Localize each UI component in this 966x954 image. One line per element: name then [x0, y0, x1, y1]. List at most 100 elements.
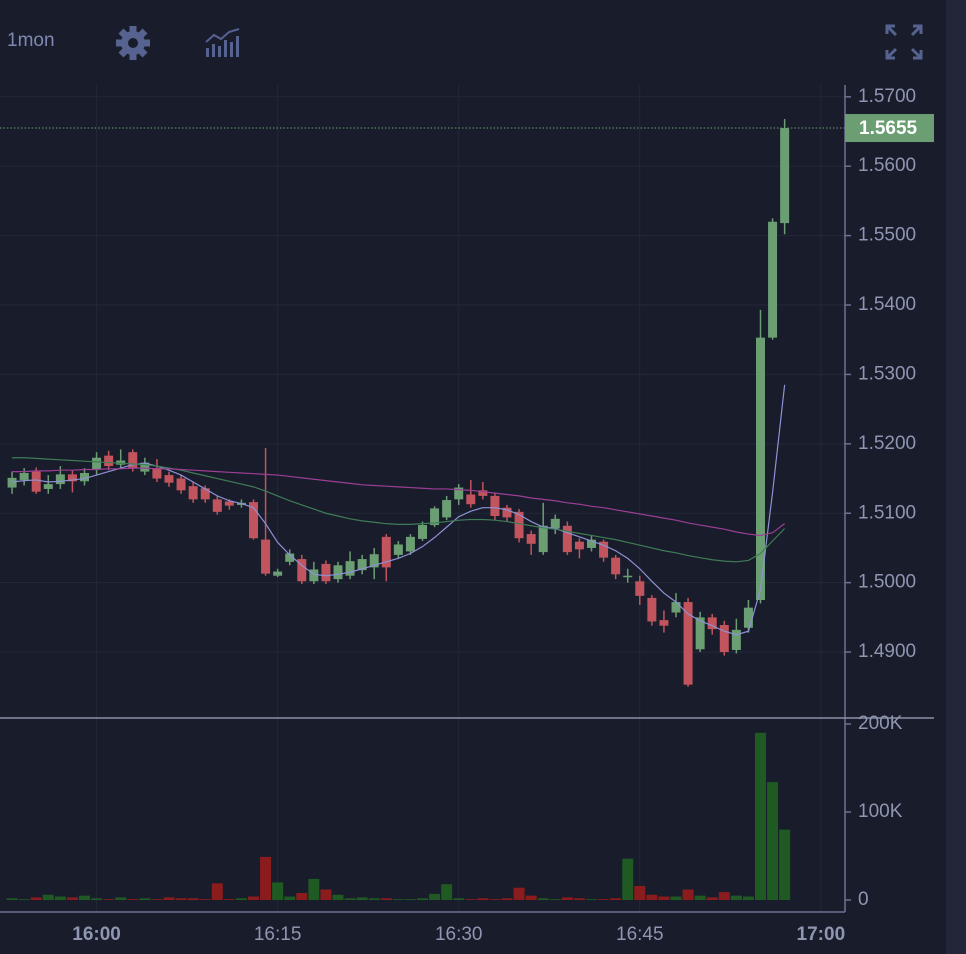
volume-bar — [66, 897, 78, 901]
volume-bar — [127, 899, 139, 901]
candle-body — [623, 575, 633, 578]
candle-body — [80, 472, 89, 482]
volume-bar — [6, 898, 18, 901]
candle-body — [430, 508, 440, 526]
y-tick-label: 1.5600 — [858, 155, 916, 176]
volume-bar — [646, 894, 658, 901]
last-price-label: 1.5655 — [859, 118, 918, 139]
settings-icon[interactable] — [116, 26, 150, 60]
candle-body — [768, 221, 778, 338]
candle-body — [707, 617, 717, 630]
candle-body — [502, 507, 512, 518]
volume-bar — [561, 897, 573, 901]
candle-body — [611, 557, 621, 575]
volume-bar — [573, 898, 585, 901]
candle-body — [309, 569, 319, 582]
volume-bar — [332, 894, 344, 901]
volume-bar — [501, 898, 513, 901]
y-tick-label: 200K — [858, 713, 903, 734]
volume-bar — [260, 856, 272, 901]
y-tick-label: 1.5400 — [858, 294, 916, 315]
volume-bar — [344, 898, 356, 901]
candle-body — [212, 499, 222, 512]
y-tick-label: 1.5200 — [858, 433, 916, 454]
volume-bar — [429, 893, 441, 901]
volume-bar — [79, 895, 90, 901]
volume-bar — [634, 885, 646, 901]
volume-bar — [598, 899, 610, 901]
candle-body — [92, 457, 102, 470]
candle-body — [405, 536, 415, 552]
volume-bar — [248, 896, 259, 901]
volume-bar — [742, 896, 754, 901]
candle-body — [55, 474, 65, 485]
labels: 16:00 16:15 16:30 16:45 17:00 1.4900 1.5000 1.5… — [72, 86, 934, 945]
candle-body — [357, 559, 367, 571]
candle-body — [756, 337, 765, 601]
volume-bar — [368, 898, 380, 901]
candle-body — [562, 525, 572, 553]
candle-body — [393, 544, 403, 555]
volume-bar — [18, 899, 30, 901]
volume-bar — [525, 895, 537, 901]
candle-body — [538, 525, 548, 553]
moving-average-line — [12, 384, 786, 636]
volume-bar — [42, 894, 54, 901]
volume-bar — [272, 882, 284, 901]
candle-body — [719, 624, 729, 653]
candle-body — [297, 559, 307, 582]
volume-bar — [320, 889, 332, 901]
candle-body — [659, 620, 669, 626]
candle-body — [550, 518, 560, 529]
volume-bar — [658, 896, 670, 901]
interval-label[interactable]: 1mon — [7, 30, 55, 51]
candle-body — [418, 525, 427, 539]
volume-bar — [356, 897, 368, 901]
candle-body — [67, 474, 77, 482]
axes — [0, 85, 934, 913]
volume-bar — [308, 878, 320, 901]
volume-bar — [211, 883, 223, 901]
y-tick-label: 1.4900 — [858, 641, 916, 662]
candle-body — [285, 553, 295, 562]
volume-bar — [163, 897, 175, 901]
volume-bar — [586, 899, 597, 901]
candle-body — [116, 460, 126, 465]
volume-bar — [441, 884, 453, 901]
fullscreen-icon[interactable] — [885, 24, 923, 60]
candle-body — [104, 455, 114, 467]
volume-bar — [417, 898, 428, 901]
candle-body — [261, 539, 271, 574]
x-tick-label: 16:00 — [72, 924, 121, 945]
candle-body — [587, 539, 596, 548]
last-price-box — [845, 114, 934, 143]
volume-bar — [296, 892, 308, 901]
candle-body — [671, 602, 681, 613]
volume-bar — [380, 898, 392, 901]
candle-body — [454, 487, 464, 500]
candle-body — [695, 617, 705, 650]
candle-body — [490, 495, 500, 517]
volume-bar — [404, 899, 416, 901]
volume-panel — [6, 732, 791, 901]
candle-body — [514, 511, 524, 539]
volume-bar — [670, 896, 682, 901]
volume-bar — [489, 899, 501, 901]
volume-bar — [718, 892, 730, 901]
candle-body — [442, 500, 452, 518]
candle-body — [780, 128, 790, 224]
volume-bar — [284, 896, 296, 901]
volume-bar — [706, 897, 718, 901]
moving-average-line — [12, 467, 785, 537]
candle-body — [333, 565, 343, 580]
candle-body — [526, 534, 536, 544]
volume-bar — [779, 829, 791, 901]
indicators-icon[interactable] — [205, 28, 240, 57]
candle-body — [188, 486, 198, 500]
volume-bar — [151, 899, 163, 901]
volume-bar — [223, 899, 235, 901]
volume-bar — [513, 887, 525, 901]
candle-body — [7, 477, 17, 488]
x-tick-label: 16:30 — [435, 924, 483, 945]
